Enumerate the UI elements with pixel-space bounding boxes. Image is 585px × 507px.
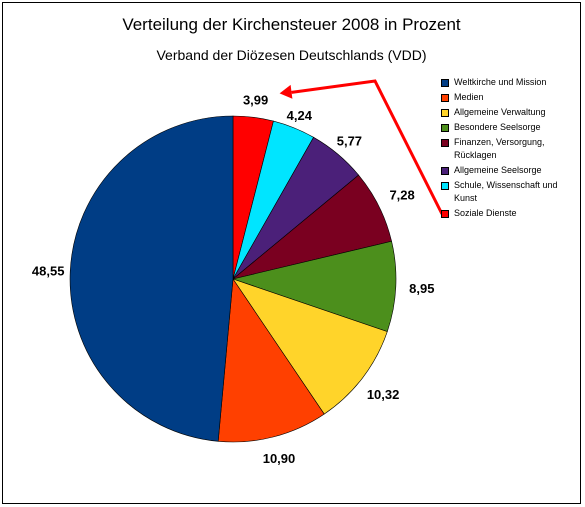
legend-item-finanzen-versorgung-rucklagen: Finanzen, Versorgung, Rücklagen: [438, 136, 579, 162]
data-label-soziale-dienste: 3,99: [243, 92, 268, 107]
data-label-allgemeine-seelsorge: 5,77: [337, 133, 362, 148]
legend-item-besondere-seelsorge: Besondere Seelsorge: [438, 121, 579, 134]
legend-label: Allgemeine Seelsorge: [454, 165, 542, 175]
legend-label: Besondere Seelsorge: [454, 122, 541, 132]
legend-swatch: [441, 210, 449, 218]
legend-item-allgemeine-verwaltung: Allgemeine Verwaltung: [438, 106, 579, 119]
pie-chart: 3,99 4,24 5,77 7,28 8,95 10,32 10,90 48,55: [32, 79, 444, 466]
chart-title: Verteilung der Kirchensteuer 2008 in Pro…: [122, 15, 461, 34]
pie-slice-besondere-seelsorge: [231, 240, 397, 332]
chart-subtitle: Verband der Diözesen Deutschlands (VDD): [156, 47, 427, 63]
legend-label: Allgemeine Verwaltung: [454, 107, 546, 117]
legend-swatch: [441, 94, 449, 102]
legend-item-allgemeine-seelsorge: Allgemeine Seelsorge: [438, 164, 579, 177]
legend-label: Finanzen, Versorgung, Rücklagen: [454, 137, 545, 160]
legend-item-soziale-dienste: Soziale Dienste: [438, 207, 579, 220]
legend-label: Weltkirche und Mission: [454, 77, 547, 87]
pie-slice-medien: [217, 278, 325, 443]
legend-swatch: [441, 167, 449, 175]
data-label-besondere-seelsorge: 8,95: [409, 281, 434, 296]
legend-swatch: [441, 139, 449, 147]
legend-item-schule-wissenschaft-und-kunst: Schule, Wissenschaft und Kunst: [438, 179, 579, 205]
annotation-arrow: [279, 79, 444, 215]
legend-swatch: [441, 182, 449, 190]
data-label-allgemeine-verwaltung: 10,32: [367, 387, 400, 402]
legend-label: Schule, Wissenschaft und Kunst: [454, 180, 558, 203]
legend-swatch: [441, 124, 449, 132]
legend-label: Soziale Dienste: [454, 208, 517, 218]
data-label-weltkirche-und-mission: 48,55: [32, 264, 65, 279]
data-label-finanzen-versorgung-rucklagen: 7,28: [389, 188, 414, 203]
legend-label: Medien: [454, 92, 484, 102]
legend-item-medien: Medien: [438, 91, 579, 104]
legend: Weltkirche und Mission Medien Allgemeine V…: [438, 76, 579, 222]
chart-frame: Verteilung der Kirchensteuer 2008 in Pro…: [2, 2, 581, 504]
pie-slice-allgemeine-verwaltung: [232, 278, 388, 415]
legend-swatch: [441, 79, 449, 87]
data-label-medien: 10,90: [263, 451, 296, 466]
legend-item-weltkirche-und-mission: Weltkirche und Mission: [438, 76, 579, 89]
legend-swatch: [441, 109, 449, 117]
data-label-schule-wissenschaft-und-kunst: 4,24: [287, 108, 313, 123]
pie-slice-weltkirche-und-mission: [69, 115, 234, 442]
